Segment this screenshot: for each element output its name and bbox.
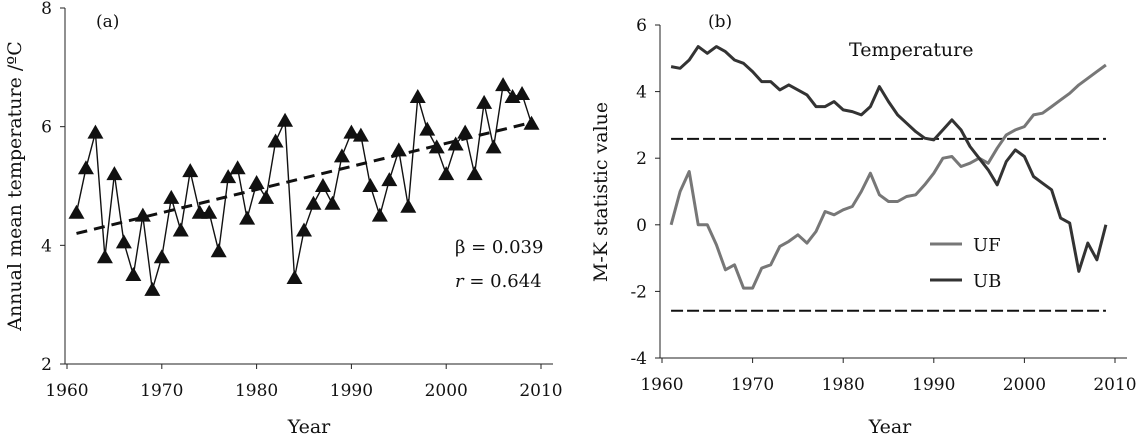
data-point-triangle (314, 178, 331, 192)
x-axis-label: Year (287, 416, 331, 438)
x-tick-label: 2010 (519, 381, 562, 401)
x-tick-label: 2000 (1003, 375, 1046, 395)
x-tick-label: 1990 (912, 375, 955, 395)
x-tick-label: 2010 (1093, 375, 1136, 395)
data-point-triangle (476, 94, 493, 109)
data-point-triangle (495, 77, 512, 92)
data-point-triangle (267, 133, 284, 148)
y-tick-label: 4 (41, 236, 52, 256)
data-point-triangle (68, 204, 85, 219)
legend-label-ub: UB (973, 271, 1001, 292)
data-point-triangle (201, 204, 218, 219)
data-point-triangle (400, 198, 417, 213)
y-tick-label: -4 (630, 349, 647, 369)
data-point-triangle (106, 166, 123, 181)
series-line-uf (669, 63, 1107, 290)
legend-label-uf: UF (973, 235, 1001, 256)
data-point-triangle (220, 169, 237, 184)
data-point-triangle (438, 166, 455, 181)
data-point-triangle (77, 160, 94, 175)
data-point-triangle (248, 175, 265, 190)
x-tick-label: 1970 (140, 381, 183, 401)
y-tick-label: 6 (41, 118, 52, 138)
data-point-triangle (371, 207, 388, 222)
data-point-triangle (115, 234, 132, 249)
panel-label: (a) (96, 12, 119, 32)
data-point-triangle (96, 249, 113, 264)
data-point-triangle (362, 178, 379, 192)
legend: UF UB (930, 235, 1001, 292)
data-point-triangle (324, 195, 341, 210)
data-point-triangle (144, 281, 161, 296)
y-tick-label: 4 (636, 83, 647, 103)
r-symbol: r (455, 271, 465, 292)
panel-b-mk-test: (b) Temperature Year M-K statistic value… (590, 12, 1137, 438)
data-point-triangle (343, 124, 360, 139)
data-point-triangle (333, 148, 350, 163)
data-point-triangle (172, 222, 189, 237)
data-point-triangle (258, 189, 275, 204)
series-line-ub (670, 45, 1108, 273)
data-point-triangle (390, 142, 407, 157)
panel-label: (b) (708, 12, 732, 32)
y-axis-label: Annual mean temperature /ºC (4, 41, 26, 332)
data-point-triangle (277, 112, 294, 127)
x-tick-label: 1990 (330, 381, 373, 401)
x-tick-label: 1970 (731, 375, 774, 395)
chart-title: Temperature (849, 39, 973, 61)
data-point-triangle (523, 115, 540, 130)
data-point-triangle (514, 86, 531, 101)
data-point-triangle (134, 207, 151, 222)
y-tick-label: 6 (636, 16, 647, 36)
data-point-triangle (485, 139, 502, 154)
data-point-triangle (447, 136, 464, 151)
y-axis-label: M-K statistic value (590, 102, 612, 282)
data-point-triangle (466, 166, 483, 181)
data-point-triangle (239, 210, 256, 225)
data-point-triangle (419, 121, 436, 136)
data-point-triangle (182, 163, 199, 178)
y-tick-label: 2 (41, 355, 52, 375)
panel-a-temperature: (a) Year Annual mean temperature /ºC β =… (4, 0, 563, 438)
data-point-triangle (153, 249, 170, 264)
data-point-triangle (457, 124, 474, 139)
r-value: = 0.644 (464, 271, 542, 292)
data-point-triangle (163, 189, 180, 204)
x-tick-label: 1960 (640, 375, 683, 395)
data-point-triangle (428, 139, 445, 154)
x-tick-label: 1960 (45, 381, 88, 401)
data-point-triangle (305, 195, 322, 210)
y-tick-label: 8 (41, 0, 52, 19)
data-point-triangle (296, 222, 312, 237)
data-point-triangle (352, 127, 369, 142)
data-point-triangle (87, 124, 104, 139)
data-point-triangle (286, 269, 303, 284)
y-tick-label: 2 (636, 149, 647, 169)
r-annotation: r = 0.644 (455, 271, 542, 292)
data-point-triangle (409, 89, 426, 103)
beta-annotation: β = 0.039 (455, 237, 543, 258)
trend-line (76, 121, 532, 235)
x-axis-label: Year (868, 416, 912, 438)
data-point-triangle (125, 267, 142, 281)
x-tick-label: 1980 (235, 381, 278, 401)
data-point-triangle (210, 243, 227, 258)
x-tick-label: 1980 (822, 375, 865, 395)
x-tick-label: 2000 (425, 381, 468, 401)
temperature-line (75, 83, 533, 290)
y-tick-label: 0 (636, 216, 647, 236)
data-point-triangle (229, 160, 246, 175)
y-tick-label: -2 (630, 282, 647, 302)
data-point-triangle (381, 172, 398, 187)
